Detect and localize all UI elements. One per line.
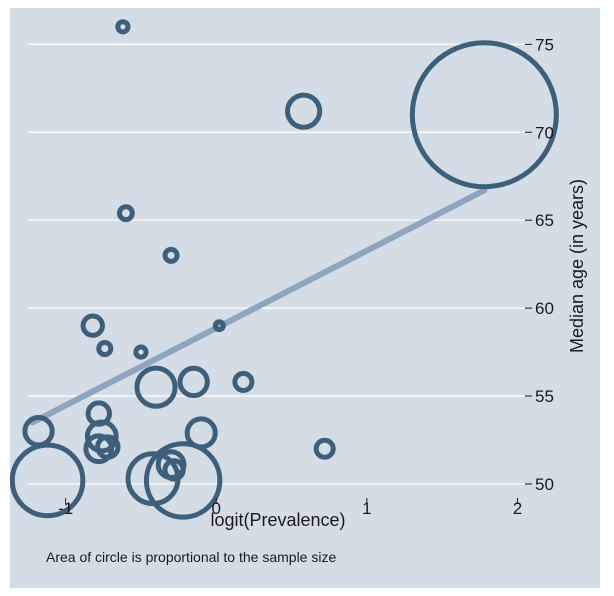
x-tick-label: 2 [513, 499, 522, 518]
data-point [134, 365, 178, 409]
data-point [84, 419, 119, 454]
data-point [212, 319, 226, 333]
data-point [83, 433, 115, 465]
y-axis-label: Median age (in years) [567, 179, 587, 353]
fit-line [29, 187, 488, 426]
y-tick-label: 65 [535, 211, 554, 230]
chart-panel: 50 55 60 65 70 75 -1 0 1 2 logit(Prevalence) Med… [10, 8, 600, 588]
x-axis-label: logit(Prevalence) [210, 510, 345, 530]
data-point [10, 442, 86, 519]
data-point [133, 344, 149, 360]
data-point [116, 204, 135, 223]
data-point [285, 92, 323, 130]
y-tick-label: 60 [535, 299, 554, 318]
chart-note: Area of circle is proportional to the sa… [46, 549, 336, 565]
y-tick-label: 50 [535, 475, 554, 494]
x-tick-label: 0 [212, 499, 221, 518]
y-tick-label: 70 [535, 123, 554, 142]
data-point [143, 441, 223, 520]
data-point [162, 246, 180, 264]
data-point [313, 437, 336, 460]
data-point [115, 19, 131, 35]
data-points [10, 19, 559, 520]
x-tick-label: -1 [58, 499, 73, 518]
y-axis-ticks: 50 55 60 65 70 75 [525, 35, 554, 494]
x-axis-ticks: -1 0 1 2 [58, 498, 522, 518]
y-tick-label: 75 [535, 35, 554, 54]
data-point [96, 340, 114, 358]
gridlines [28, 43, 525, 485]
data-point [162, 458, 186, 482]
data-point [232, 370, 255, 393]
data-point [177, 365, 210, 399]
y-tick-label: 55 [535, 387, 554, 406]
scatter-chart: 50 55 60 65 70 75 -1 0 1 2 logit(Prevalence) Med… [10, 19, 587, 565]
data-point [80, 313, 105, 338]
fit-line-group [29, 187, 488, 426]
data-point [409, 40, 559, 190]
x-tick-label: 1 [362, 499, 371, 518]
data-point [95, 434, 121, 460]
